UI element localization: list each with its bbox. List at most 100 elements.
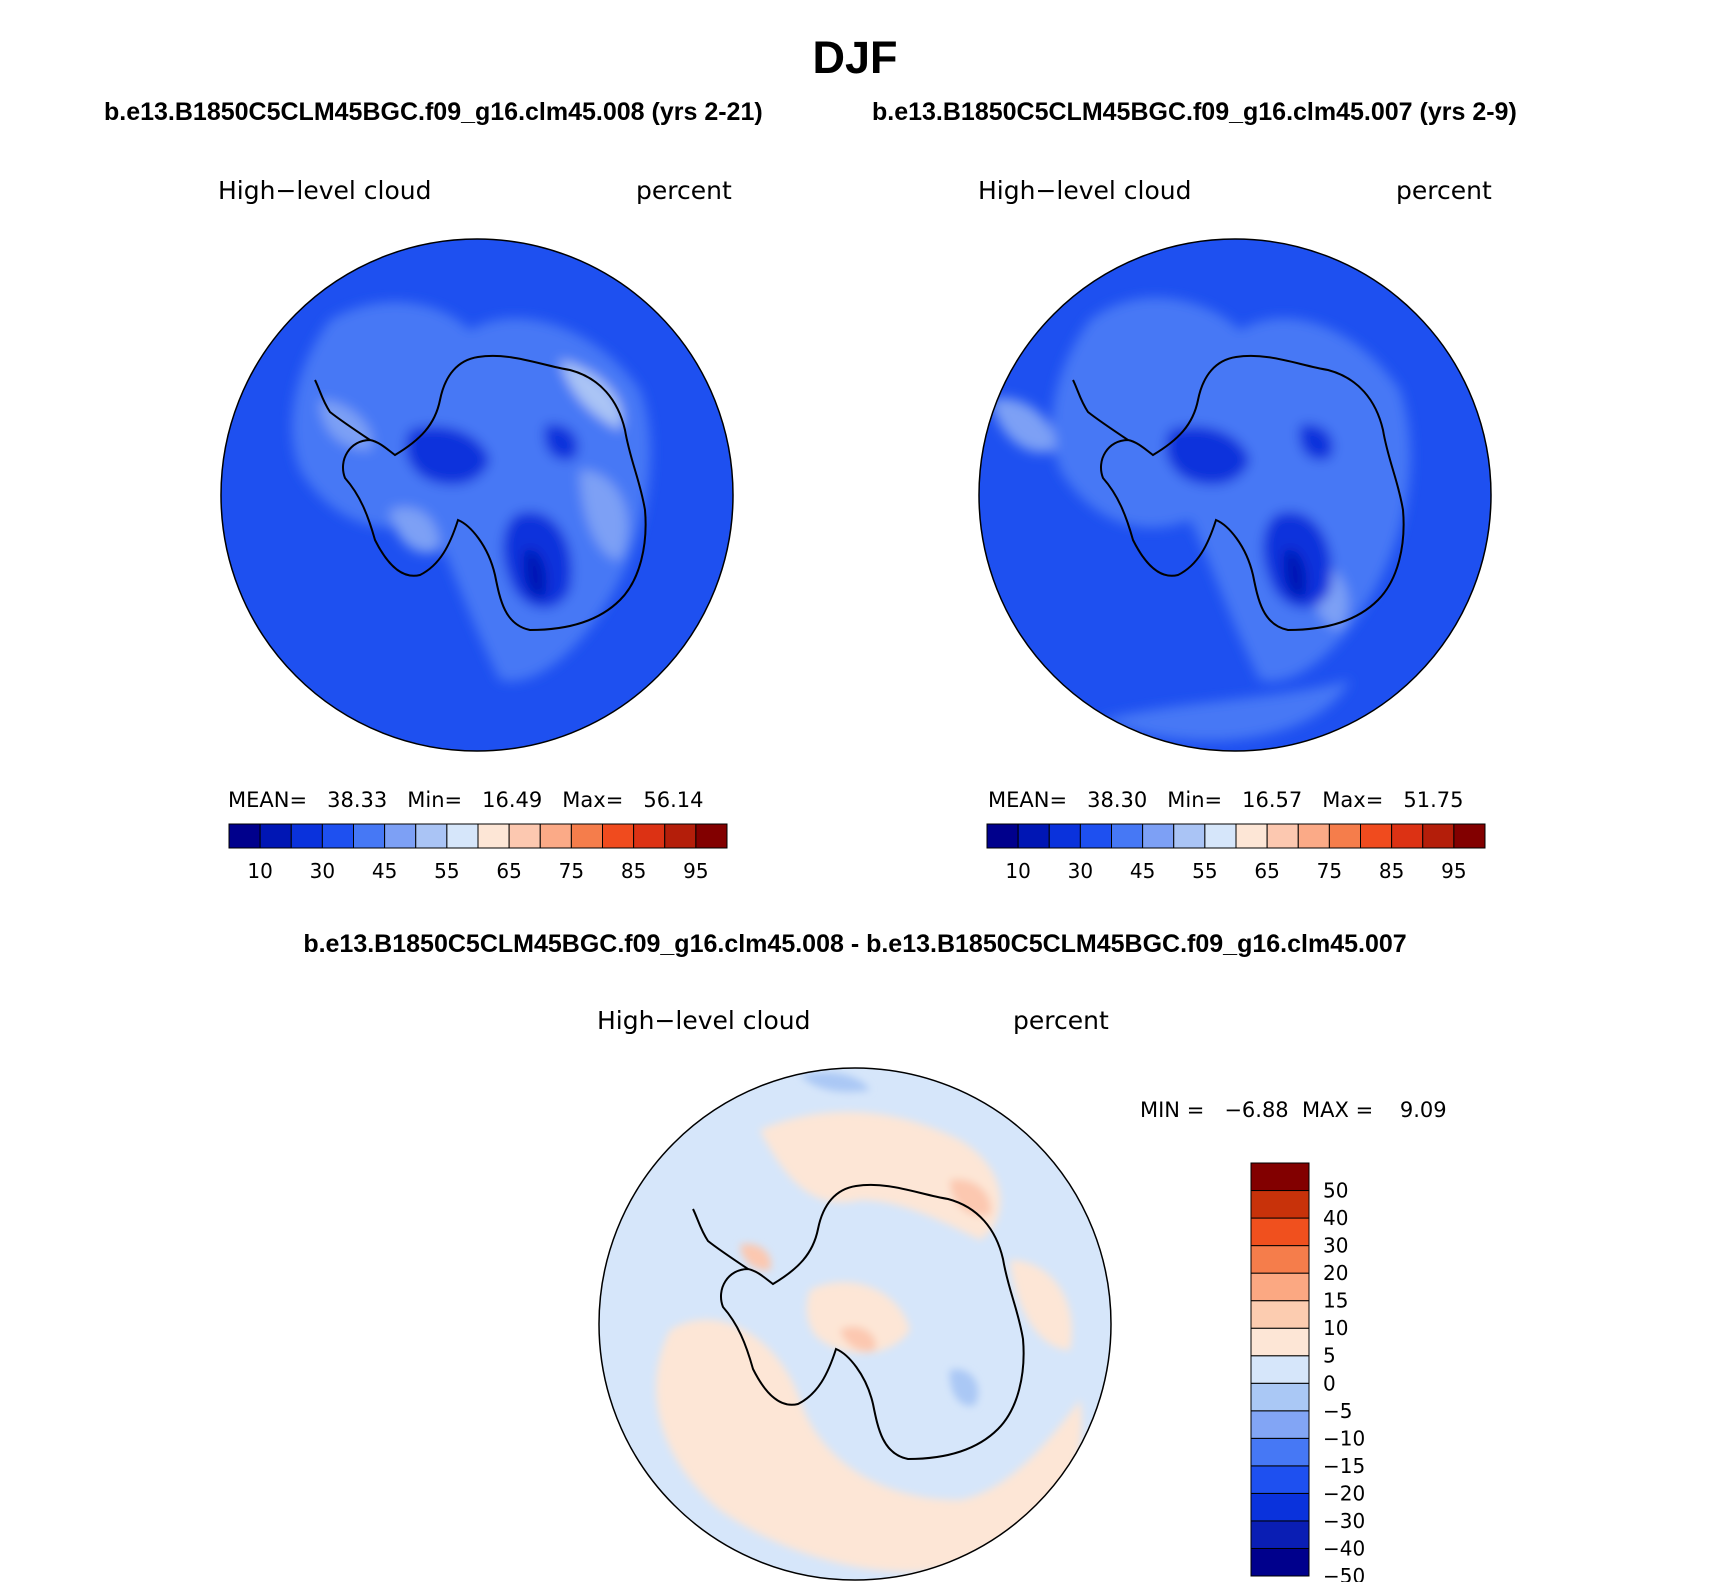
colorbar-box (353, 823, 386, 849)
colorbar-tick-label: 20 (1323, 1261, 1348, 1285)
right-contour-dark (1165, 426, 1250, 485)
diff-contour-negative (800, 1072, 870, 1092)
colorbar-box (1250, 1272, 1310, 1302)
diff-contour-ten (740, 1244, 771, 1271)
left-panel-case-title: b.e13.B1850C5CLM45BGC.f09_g16.clm45.008 … (104, 98, 763, 126)
colorbar-box (259, 823, 292, 849)
colorbar-box (1250, 1382, 1310, 1412)
right-stats: MEAN= 38.30 Min= 16.57 Max= 51.75 (988, 788, 1464, 812)
diff-contour-ten (950, 1179, 991, 1216)
colorbar-tick-label: 30 (310, 859, 335, 883)
colorbar-tick-label: −5 (1323, 1399, 1352, 1423)
right-variable-label: High−level cloud (978, 176, 1192, 205)
colorbar-box (1328, 823, 1361, 849)
right-contour-light (1100, 680, 1350, 741)
left-units-label: percent (636, 176, 732, 205)
colorbar-box (633, 823, 666, 849)
right-map-border (978, 238, 1492, 752)
colorbar-box (1250, 1162, 1310, 1192)
diff-contour-positive (656, 1319, 1082, 1572)
colorbar-tick-label: −15 (1323, 1454, 1365, 1478)
colorbar-tick-label: −50 (1323, 1564, 1365, 1582)
colorbar-box (1142, 823, 1175, 849)
left-contour-pale (320, 400, 372, 450)
left-map-border (220, 238, 734, 752)
diff-peninsula-outline (692, 1208, 749, 1270)
right-units-label: percent (1396, 176, 1492, 205)
colorbar-tick-label: 50 (1323, 1179, 1348, 1203)
colorbar-box (1250, 1410, 1310, 1439)
left-contour-pale (580, 470, 628, 560)
colorbar-tick-label: 55 (434, 859, 459, 883)
colorbar-box (1079, 823, 1112, 849)
colorbar-box (664, 823, 697, 849)
left-contour-pale (390, 507, 440, 554)
colorbar-tick-label: 95 (1441, 859, 1466, 883)
colorbar-box (1204, 823, 1237, 849)
colorbar-tick-label: 15 (1323, 1289, 1348, 1313)
right-peninsula-outline (1072, 379, 1129, 441)
difference-polar-map (599, 1068, 1111, 1580)
colorbar-box (1250, 1300, 1310, 1329)
right-polar-map (979, 239, 1491, 751)
diff-contour-positive (1010, 1260, 1072, 1350)
colorbar-box (1173, 823, 1206, 849)
diff-map-border (598, 1067, 1112, 1581)
colorbar-tick-label: −30 (1323, 1509, 1365, 1533)
colorbar-tick-label: 55 (1192, 859, 1217, 883)
colorbar-tick-label: 0 (1323, 1371, 1336, 1395)
difference-title: b.e13.B1850C5CLM45BGC.f09_g16.clm45.008 … (303, 930, 1407, 958)
right-colorbar: 10 30 45 55 65 75 85 95 (986, 823, 1486, 883)
colorbar-tick-label: 65 (1254, 859, 1279, 883)
colorbar-box (1422, 823, 1455, 849)
colorbar-box (1266, 823, 1299, 849)
colorbar-box (1250, 1547, 1310, 1577)
diff-contour-positive (806, 1282, 910, 1354)
colorbar-box (1250, 1355, 1310, 1384)
colorbar-tick-label: 75 (1317, 859, 1342, 883)
right-panel-case-title: b.e13.B1850C5CLM45BGC.f09_g16.clm45.007 … (872, 98, 1517, 126)
colorbar-tick-label: 65 (496, 859, 521, 883)
colorbar-box (1297, 823, 1330, 849)
colorbar-tick-label: 85 (1379, 859, 1404, 883)
colorbar-tick-label: −20 (1323, 1481, 1365, 1505)
diff-contour-negative (949, 1369, 979, 1406)
left-peninsula-outline (314, 379, 371, 441)
colorbar-tick-label: 40 (1323, 1206, 1348, 1230)
diff-contour-positive (640, 1087, 673, 1130)
colorbar-box (1250, 1190, 1310, 1219)
colorbar-tick-label: 10 (1323, 1316, 1348, 1340)
colorbar-box (602, 823, 635, 849)
diff-antarctica-outline (720, 1183, 1025, 1461)
colorbar-tick-label: 95 (683, 859, 708, 883)
colorbar-tick-label: −10 (1323, 1426, 1365, 1450)
colorbar-box (570, 823, 603, 849)
colorbar-box (508, 823, 541, 849)
colorbar-box (1250, 1492, 1310, 1522)
left-contour-darkest (524, 549, 547, 598)
colorbar-tick-label: 45 (372, 859, 397, 883)
colorbar-tick-label: 45 (1130, 859, 1155, 883)
right-contour-dark (1299, 424, 1334, 461)
left-antarctica-outline (342, 354, 647, 632)
colorbar-box (415, 823, 448, 849)
colorbar-box (321, 823, 354, 849)
colorbar-box (695, 823, 728, 849)
left-contour-dark (405, 426, 490, 485)
colorbar-box (1048, 823, 1081, 849)
colorbar-box (1017, 823, 1050, 849)
left-contour-pale (560, 360, 622, 430)
colorbar-tick-label: −40 (1323, 1536, 1365, 1560)
colorbar-box (1250, 1217, 1310, 1247)
diff-contour-positive (760, 1111, 1001, 1240)
right-contour-light (990, 398, 1056, 453)
colorbar-box (1360, 823, 1393, 849)
diff-min-max: MIN = −6.88 MAX = 9.09 (1140, 1098, 1447, 1122)
right-contour-darkest (1284, 549, 1307, 598)
colorbar-box (384, 823, 417, 849)
colorbar-tick-label: 85 (621, 859, 646, 883)
left-variable-label: High−level cloud (218, 176, 432, 205)
colorbar-box (477, 823, 510, 849)
